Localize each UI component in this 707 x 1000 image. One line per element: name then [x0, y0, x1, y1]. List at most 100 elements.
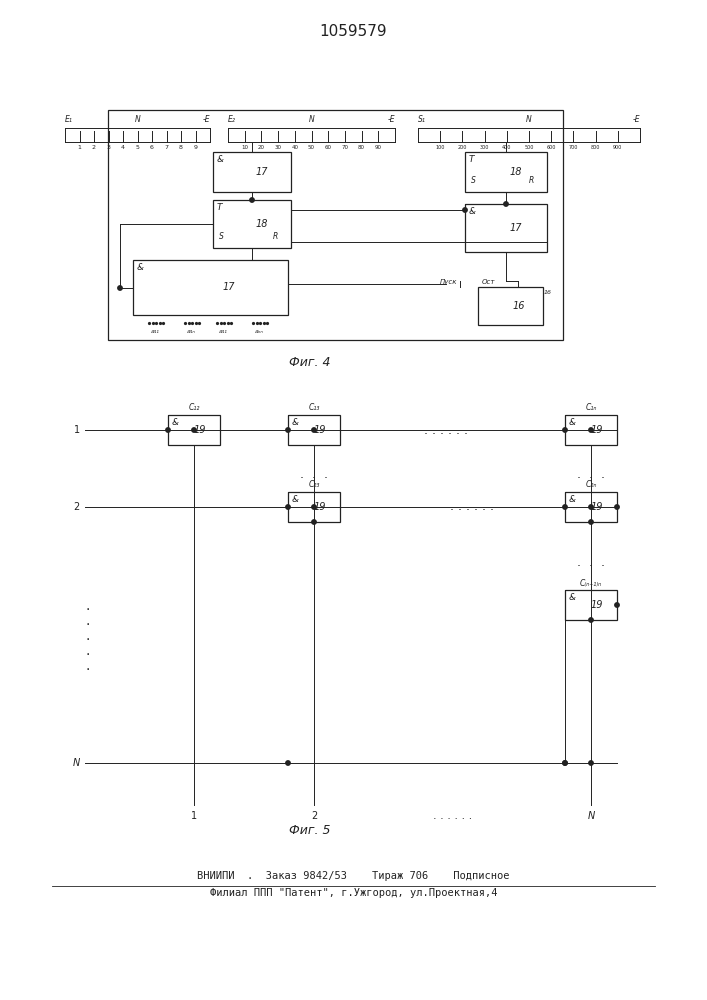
Text: E₁: E₁: [65, 115, 73, 124]
Text: 19: 19: [591, 600, 604, 610]
Text: 10: 10: [241, 145, 248, 150]
Bar: [465, 152, 547, 192]
Text: ·: ·: [86, 603, 90, 617]
Text: . . . . . .: . . . . . .: [450, 500, 493, 514]
Text: 9: 9: [194, 145, 197, 150]
Text: &: &: [569, 418, 576, 427]
Text: a₁₁: a₁₁: [218, 329, 228, 334]
Circle shape: [589, 761, 593, 765]
Text: C₍ₙ₋₁₎ₙ: C₍ₙ₋₁₎ₙ: [580, 578, 602, 587]
Text: 20: 20: [258, 145, 265, 150]
Bar: [465, 204, 547, 252]
Circle shape: [118, 286, 122, 290]
Text: a₁ₙ: a₁ₙ: [187, 329, 195, 334]
Circle shape: [312, 505, 316, 509]
Text: 30: 30: [274, 145, 281, 150]
Text: 19: 19: [314, 425, 327, 435]
Text: ·: ·: [86, 633, 90, 647]
Text: 1059579: 1059579: [320, 24, 387, 39]
Circle shape: [589, 428, 593, 432]
Text: N: N: [526, 115, 532, 124]
Circle shape: [286, 428, 290, 432]
Text: R: R: [529, 176, 534, 185]
Text: a₁₁: a₁₁: [151, 329, 160, 334]
Bar: [288, 492, 340, 522]
Text: 400: 400: [502, 145, 511, 150]
Circle shape: [286, 761, 290, 765]
Text: 80: 80: [358, 145, 365, 150]
Text: -E: -E: [387, 115, 395, 124]
Text: 19: 19: [591, 502, 604, 512]
Circle shape: [563, 761, 567, 765]
Text: Филиал ППП "Патент", г.Ужгород, ул.Проектная,4: Филиал ППП "Патент", г.Ужгород, ул.Проек…: [210, 888, 497, 898]
Text: ВНИИПИ  .  Заказ 9842/53    Тираж 706    Подписное: ВНИИПИ . Заказ 9842/53 Тираж 706 Подписн…: [197, 871, 510, 881]
Text: ·  ·  ·: · · ·: [300, 472, 328, 485]
Text: N: N: [309, 115, 315, 124]
Bar: [565, 415, 617, 445]
Text: S₁: S₁: [418, 115, 426, 124]
Text: N: N: [73, 758, 80, 768]
Circle shape: [615, 603, 619, 607]
Text: ·: ·: [86, 648, 90, 662]
Text: &: &: [292, 495, 299, 504]
Text: -E: -E: [632, 115, 640, 124]
Text: 19: 19: [314, 502, 327, 512]
Bar: [565, 492, 617, 522]
Text: 70: 70: [341, 145, 349, 150]
Text: 900: 900: [613, 145, 622, 150]
Text: 700: 700: [568, 145, 578, 150]
Bar: [133, 260, 288, 315]
Circle shape: [589, 505, 593, 509]
Text: ·: ·: [86, 663, 90, 677]
Circle shape: [589, 520, 593, 524]
Text: N: N: [134, 115, 141, 124]
Text: C₁₃: C₁₃: [308, 403, 320, 412]
Text: 17: 17: [255, 167, 268, 177]
Text: 2: 2: [92, 145, 96, 150]
Text: &: &: [469, 207, 476, 216]
Circle shape: [504, 202, 508, 206]
Text: 8: 8: [179, 145, 183, 150]
Text: 6: 6: [150, 145, 154, 150]
Circle shape: [589, 618, 593, 622]
Circle shape: [615, 505, 619, 509]
Circle shape: [563, 505, 567, 509]
Bar: [213, 152, 291, 192]
Text: 1: 1: [74, 425, 80, 435]
Text: C₂₃: C₂₃: [308, 480, 320, 489]
Text: -E: -E: [202, 115, 210, 124]
Text: 17: 17: [510, 223, 522, 233]
Circle shape: [250, 198, 255, 202]
Circle shape: [563, 428, 567, 432]
Text: 16: 16: [544, 290, 552, 295]
Text: 17: 17: [223, 282, 235, 292]
Text: &: &: [292, 418, 299, 427]
Text: 600: 600: [547, 145, 556, 150]
Text: E₂: E₂: [228, 115, 236, 124]
Text: S: S: [219, 232, 224, 241]
Text: 2: 2: [74, 502, 80, 512]
Text: 3: 3: [107, 145, 110, 150]
Text: C₂ₙ: C₂ₙ: [585, 480, 597, 489]
Text: Фиг. 5: Фиг. 5: [289, 824, 331, 836]
Text: R: R: [273, 232, 279, 241]
Text: 500: 500: [525, 145, 534, 150]
Text: 100: 100: [436, 145, 445, 150]
Bar: [478, 287, 543, 325]
Text: Пуск: Пуск: [440, 279, 457, 285]
Text: &: &: [569, 593, 576, 602]
Text: Ост: Ост: [482, 279, 496, 285]
Text: Фиг. 4: Фиг. 4: [289, 356, 331, 368]
Text: 7: 7: [165, 145, 168, 150]
Text: C₁₂: C₁₂: [188, 403, 199, 412]
Text: . . . . . .: . . . . . .: [424, 424, 469, 436]
Text: 50: 50: [308, 145, 315, 150]
Text: ·  ·  ·: · · ·: [577, 560, 605, 572]
Text: 19: 19: [194, 425, 206, 435]
Circle shape: [563, 761, 567, 765]
Text: C₁ₙ: C₁ₙ: [585, 403, 597, 412]
Text: 16: 16: [512, 301, 525, 311]
Text: 5: 5: [136, 145, 139, 150]
Bar: [108, 110, 563, 340]
Text: 300: 300: [480, 145, 489, 150]
